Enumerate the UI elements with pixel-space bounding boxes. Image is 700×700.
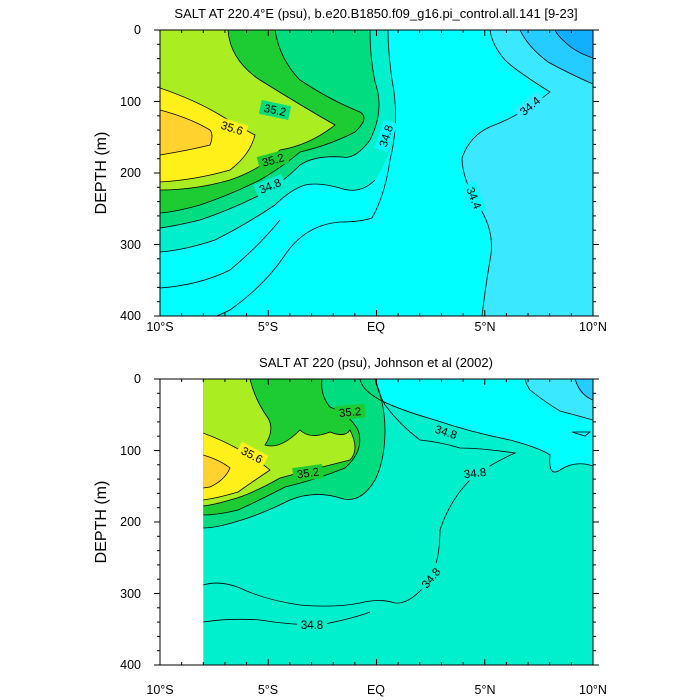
p2-line-3472 (203, 611, 371, 626)
p1-line-3488 (160, 30, 365, 214)
p1-line-3476 (160, 219, 281, 289)
p2-region-355 (203, 433, 270, 500)
p2-line-3400 (574, 379, 594, 401)
xtick-label: 5°S (258, 683, 278, 697)
p2-line-3500 (203, 454, 231, 489)
p2-line-3484 (203, 379, 361, 516)
panel-1-title: SALT AT 220.4°E (psu), b.e20.B1850.f09_g… (174, 6, 577, 21)
panel-1-contours (160, 30, 593, 316)
p1-line-3480 (160, 179, 376, 253)
p1-line-3420 (519, 30, 593, 85)
p2-line-3420 (524, 379, 594, 421)
ytick-label: 0 (134, 372, 141, 386)
panel-2-ticks (154, 378, 599, 666)
xtick-label: 10°S (146, 320, 173, 334)
p2-region-north-341 (525, 379, 593, 420)
xtick-label: EQ (367, 683, 385, 697)
panel-2-xticklabels: 10°S 5°S EQ 5°N 10°N (146, 683, 607, 697)
xtick-label: 10°S (146, 683, 173, 697)
ytick-label: 100 (120, 444, 141, 458)
p2-region-357 (203, 455, 230, 488)
xtick-label: 10°N (579, 320, 607, 334)
p1-line-3400 (554, 30, 593, 59)
contour-label: 35.2 (334, 403, 366, 421)
svg-text:35.2: 35.2 (261, 152, 286, 169)
panel-2-ylabel: DEPTH (m) (93, 481, 110, 564)
p2-region-north-343 (360, 379, 593, 473)
panel-1: SALT AT 220.4°E (psu), b.e20.B1850.f09_g… (93, 6, 607, 334)
xtick-label: 5°N (475, 320, 496, 334)
panel-1-ticks (154, 29, 599, 317)
panel-2: SALT AT 220 (psu), Johnson et al (2002) (93, 355, 607, 697)
p2-line-3476 (203, 379, 517, 607)
svg-text:34.8: 34.8 (301, 620, 323, 632)
p1-region-north-343 (462, 30, 593, 316)
p1-line-3484 (160, 30, 380, 229)
xtick-label: EQ (367, 320, 385, 334)
panel-1-xticklabels: 10°S 5°S EQ 5°N 10°N (146, 320, 607, 334)
p1-line-3500 (160, 109, 213, 156)
p1-region-north-339 (555, 30, 593, 58)
contour-label: 35.2 (292, 463, 324, 483)
panel-1-ylabel: DEPTH (m) (93, 132, 110, 215)
svg-text:35.2: 35.2 (338, 406, 361, 420)
xtick-label: 5°S (258, 320, 278, 334)
p1-line-3472 (215, 30, 396, 316)
panel-2-fill (203, 379, 593, 665)
ytick-label: 400 (120, 309, 141, 323)
ytick-label: 0 (134, 23, 141, 37)
p2-line-3496 (203, 432, 271, 501)
contour-label: 35.2 (258, 100, 292, 120)
p1-line-3496 (160, 87, 256, 183)
contour-label: 35.2 (256, 149, 290, 171)
p1-line-3492 (160, 30, 336, 191)
p2-region-north-339 (575, 379, 593, 400)
ytick-label: 400 (120, 658, 141, 672)
svg-text:35.2: 35.2 (263, 103, 287, 119)
svg-text:35.2: 35.2 (296, 466, 320, 481)
ytick-label: 300 (120, 587, 141, 601)
p1-region-357 (160, 110, 212, 155)
xtick-label: 5°N (475, 683, 496, 697)
panel-2-yticklabels: 0 100 200 300 400 (120, 372, 141, 672)
ytick-label: 200 (120, 166, 141, 180)
contour-label: 34.8 (297, 618, 327, 632)
p2-line-3440 (359, 379, 594, 473)
panel-1-yticklabels: 0 100 200 300 400 (120, 23, 141, 323)
xtick-label: 10°N (579, 683, 607, 697)
p2-line-3488 (203, 379, 356, 507)
panel-1-fill (160, 30, 593, 316)
p1-line-3440 (461, 30, 551, 316)
p2-line-3480 (203, 379, 386, 529)
svg-text:34.8: 34.8 (463, 467, 487, 481)
p2-line-3420-b (571, 431, 592, 437)
panel-2-contours (203, 379, 594, 626)
contour-label: 34.8 (459, 464, 491, 482)
ytick-label: 300 (120, 238, 141, 252)
panel-2-title: SALT AT 220 (psu), Johnson et al (2002) (259, 355, 493, 370)
panel-2-contour-labels: 35.2 35.6 35.2 34.8 34.8 34.8 34.8 (235, 403, 491, 632)
ytick-label: 200 (120, 515, 141, 529)
ytick-label: 100 (120, 95, 141, 109)
